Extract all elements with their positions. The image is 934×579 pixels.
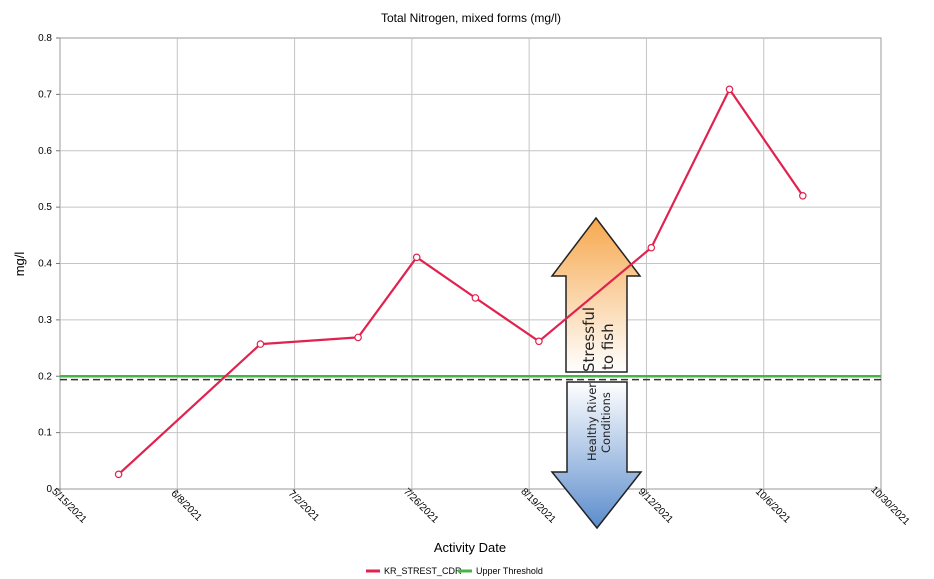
x-tick-label: 6/8/2021 <box>168 488 204 524</box>
healthy-river-arrow: Healthy River Conditions <box>550 381 643 530</box>
y-tick-label: 0.6 <box>38 146 52 157</box>
x-tick-label: 8/19/2021 <box>518 486 558 526</box>
data-point <box>471 294 480 302</box>
data-point <box>798 192 807 200</box>
x-tick-label: 7/2/2021 <box>286 488 322 524</box>
y-tick-label: 0.2 <box>38 371 52 382</box>
y-tick-label: 0.5 <box>38 202 52 213</box>
y-tick-label: 0.1 <box>38 428 52 439</box>
x-axis-ticks: 5/15/2021 6/8/2021 7/2/2021 7/26/2021 8/19/2… <box>49 484 912 527</box>
data-point <box>114 470 123 479</box>
legend: KR_STREST_CDR Upper Threshold <box>366 566 543 576</box>
data-point <box>256 340 265 348</box>
y-tick-label: 0 <box>46 484 52 495</box>
threshold-lines <box>60 375 881 381</box>
stressful-arrow-text-line2: to fish <box>599 323 617 370</box>
healthy-river-arrow-text-line1: Healthy River <box>585 383 599 461</box>
y-tick-label: 0.3 <box>38 315 52 326</box>
y-tick-label: 0.4 <box>38 259 52 270</box>
data-point <box>412 253 421 262</box>
healthy-river-arrow-shape <box>550 381 643 530</box>
x-tick-label: 7/26/2021 <box>401 486 441 526</box>
x-axis-title: Activity Date <box>434 540 506 555</box>
data-point <box>354 333 362 342</box>
data-point <box>725 85 734 94</box>
legend-label-upper-threshold: Upper Threshold <box>476 566 543 576</box>
x-tick-label: 5/15/2021 <box>49 486 89 526</box>
y-tick-label: 0.7 <box>38 89 52 100</box>
data-point <box>647 243 656 252</box>
stressful-arrow-text-line1: Stressful <box>580 307 598 372</box>
healthy-river-arrow-text-line2: Conditions <box>599 392 613 453</box>
y-axis-ticks: 0 0.1 0.2 0.3 0.4 0.5 0.6 0.7 0.8 <box>38 33 60 495</box>
data-point <box>535 337 543 346</box>
y-tick-label: 0.8 <box>38 33 52 44</box>
data-series <box>114 85 807 479</box>
x-tick-label: 10/30/2021 <box>868 484 911 527</box>
chart-title: Total Nitrogen, mixed forms (mg/l) <box>381 11 561 25</box>
x-tick-label: 9/12/2021 <box>636 486 676 526</box>
legend-label-kr-strest-cdr: KR_STREST_CDR <box>384 566 462 576</box>
x-tick-label: 10/6/2021 <box>753 486 793 526</box>
y-axis-title: mg/l <box>12 252 27 277</box>
